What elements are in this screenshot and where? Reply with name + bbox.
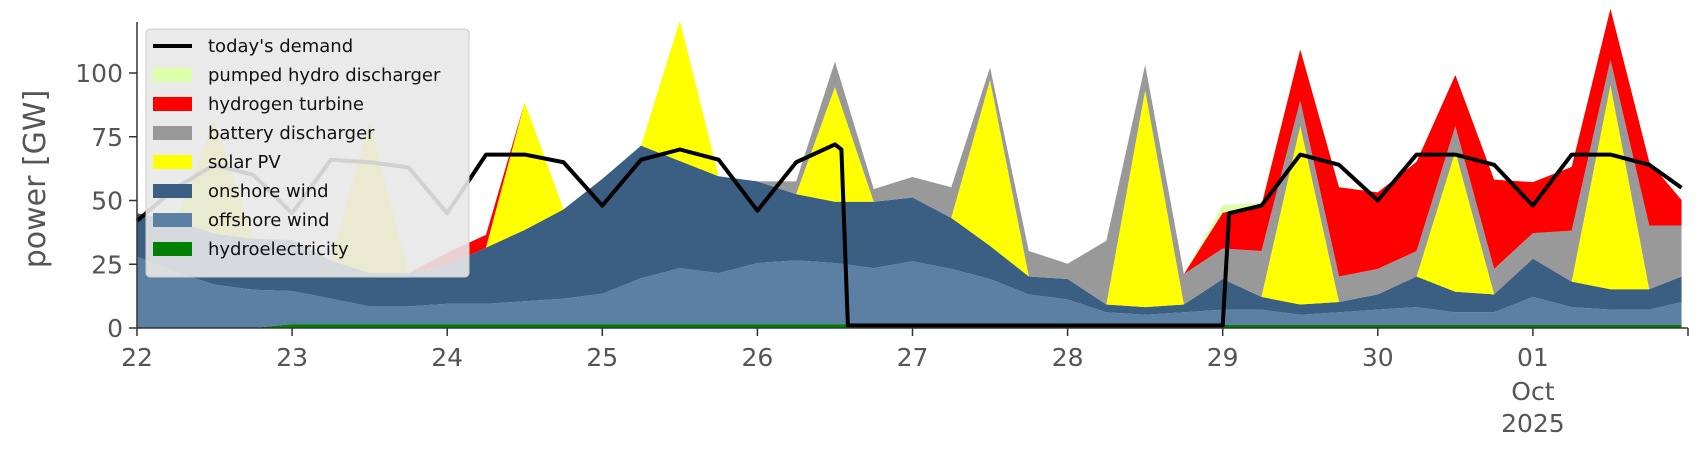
x-tick-label-2025-10-01: 01 <box>1517 343 1549 372</box>
x-tick-sublabel-oct: Oct <box>1511 377 1554 406</box>
x-tick-label-2025-09-28: 28 <box>1052 343 1084 372</box>
legend-label-pumped-hydro-discharger: pumped hydro discharger <box>208 65 441 86</box>
y-tick-label-100: 100 <box>75 59 123 88</box>
stacked-areas <box>137 8 1682 328</box>
legend-label-hydrogen-turbine: hydrogen turbine <box>208 94 364 115</box>
axes: 0 25 50 75 100 22 23 24 25 26 27 28 29 30 01 Oct 2025 <box>75 22 1689 438</box>
legend-label-battery-discharger: battery discharger <box>208 123 375 144</box>
legend-box <box>145 28 470 278</box>
y-tick-label-50: 50 <box>91 187 123 216</box>
x-tick-label-2025-09-26: 26 <box>741 343 773 372</box>
x-tick-label-2025-09-29: 29 <box>1207 343 1239 372</box>
legend-swatch-solar-pv <box>153 155 192 169</box>
x-tick-label-2025-09-23: 23 <box>276 343 308 372</box>
y-tick-label-75: 75 <box>91 123 123 152</box>
area-solar-pv <box>137 20 1682 308</box>
x-tick-label-2025-09-22: 22 <box>121 343 153 372</box>
legend-swatch-offshore-wind <box>153 213 192 227</box>
y-tick-label-25: 25 <box>91 250 123 279</box>
legend-label-today-s-demand: today's demand <box>208 36 353 57</box>
legend-swatch-pumped-hydro-discharger <box>153 68 192 82</box>
area-offshore-wind <box>137 256 1682 328</box>
legend-swatch-hydrogen-turbine <box>153 97 192 111</box>
legend-swatch-onshore-wind <box>153 184 192 198</box>
x-tick-label-2025-09-24: 24 <box>431 343 463 372</box>
legend-label-solar-pv: solar PV <box>208 152 281 173</box>
x-tick-label-2025-09-30: 30 <box>1362 343 1394 372</box>
x-tick-label-2025-09-25: 25 <box>586 343 618 372</box>
legend-label-offshore-wind: offshore wind <box>208 210 330 231</box>
y-tick-label-0: 0 <box>107 314 123 343</box>
area-hydrogen-turbine <box>137 8 1682 277</box>
legend-swatch-hydroelectricity <box>153 242 192 256</box>
area-onshore-wind <box>137 145 1682 315</box>
x-tick-sublabel-2025: 2025 <box>1501 409 1565 438</box>
legend: today's demand pumped hydro discharger hyd… <box>145 28 470 278</box>
y-axis-label: power [GW] <box>18 90 53 269</box>
legend-swatch-battery-discharger <box>153 126 192 140</box>
legend-label-hydroelectricity: hydroelectricity <box>208 239 349 260</box>
x-tick-label-2025-09-27: 27 <box>897 343 929 372</box>
legend-label-onshore-wind: onshore wind <box>208 181 329 202</box>
